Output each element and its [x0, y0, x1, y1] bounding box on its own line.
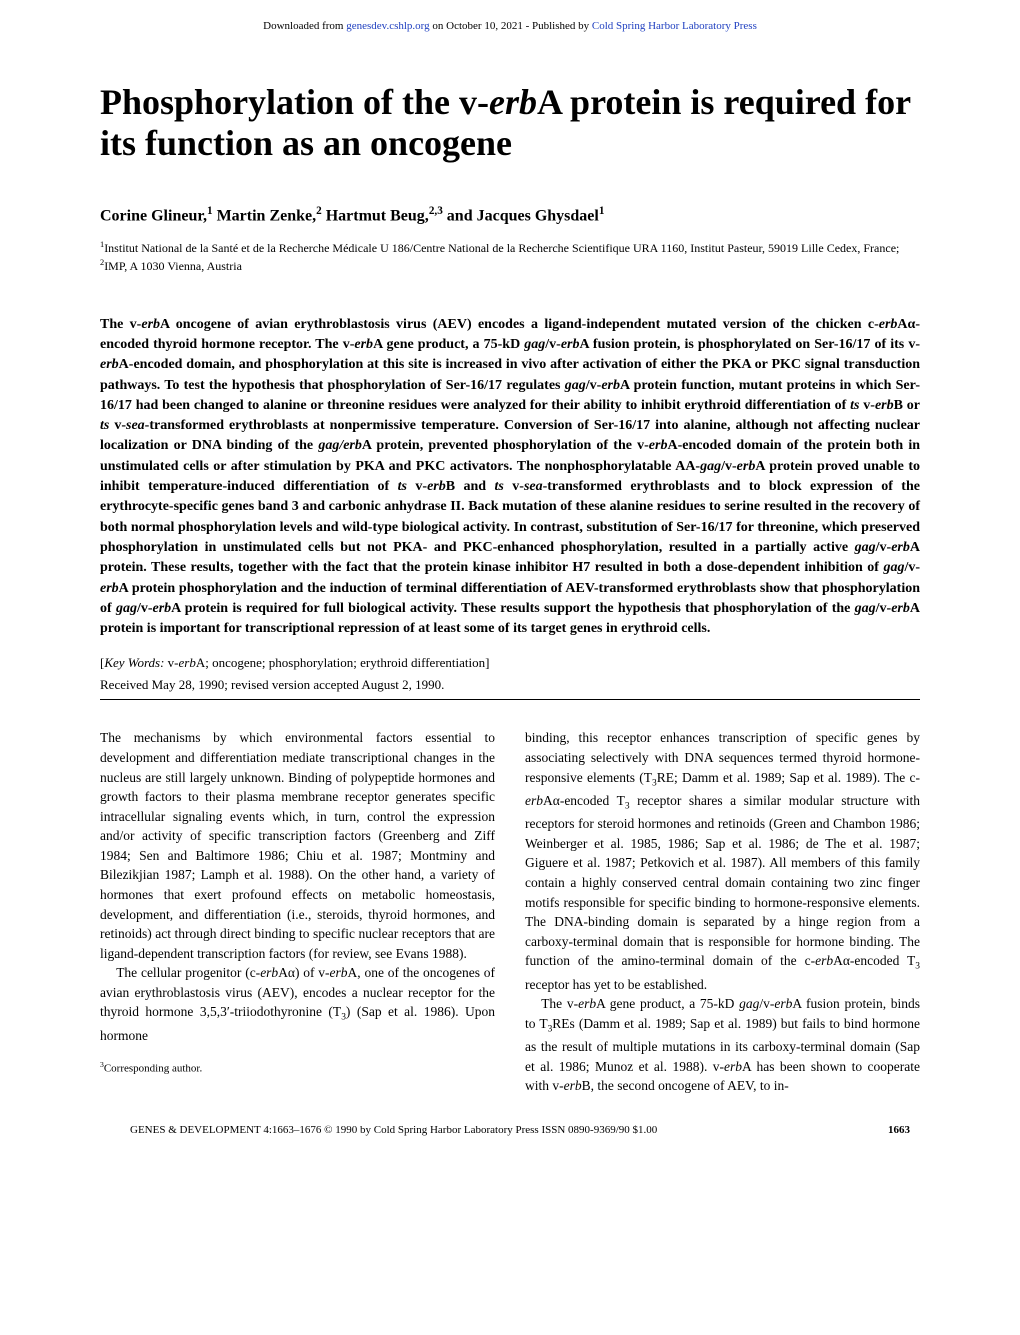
abstract-text: The v-erbA oncogene of avian erythroblas… [100, 315, 920, 640]
dl-prefix: Downloaded from [263, 20, 346, 32]
col1-para2: The cellular progenitor (c-erbAα) of v-e… [100, 963, 495, 1045]
section-rule [100, 699, 920, 700]
received-line: Received May 28, 1990; revised version a… [100, 677, 920, 693]
col2-para1: binding, this receptor enhances transcri… [525, 728, 920, 994]
dl-link2[interactable]: Cold Spring Harbor Laboratory Press [592, 20, 757, 32]
col1-para1: The mechanisms by which environmental fa… [100, 728, 495, 963]
footer-copyright: GENES & DEVELOPMENT 4:1663–1676 © 1990 b… [130, 1124, 657, 1136]
dl-link1[interactable]: genesdev.cshlp.org [346, 20, 429, 32]
paper-title: Phosphorylation of the v-erbA protein is… [100, 82, 920, 165]
left-column: The mechanisms by which environmental fa… [100, 728, 495, 1095]
page-number: 1663 [888, 1124, 920, 1136]
download-header: Downloaded from genesdev.cshlp.org on Oc… [100, 20, 920, 32]
corresponding-author: 3Corresponding author. [100, 1059, 495, 1078]
authors-line: Corine Glineur,1 Martin Zenke,2 Hartmut … [100, 205, 920, 225]
col2-para2: The v-erbA gene product, a 75-kD gag/v-e… [525, 994, 920, 1096]
right-column: binding, this receptor enhances transcri… [525, 728, 920, 1095]
body-columns: The mechanisms by which environmental fa… [100, 728, 920, 1095]
dl-mid: on October 10, 2021 - Published by [430, 20, 592, 32]
page-footer: GENES & DEVELOPMENT 4:1663–1676 © 1990 b… [100, 1124, 920, 1136]
keywords-line: [Key Words: v-erbA; oncogene; phosphoryl… [100, 655, 920, 671]
affiliations: 1Institut National de la Santé et de la … [100, 239, 920, 275]
